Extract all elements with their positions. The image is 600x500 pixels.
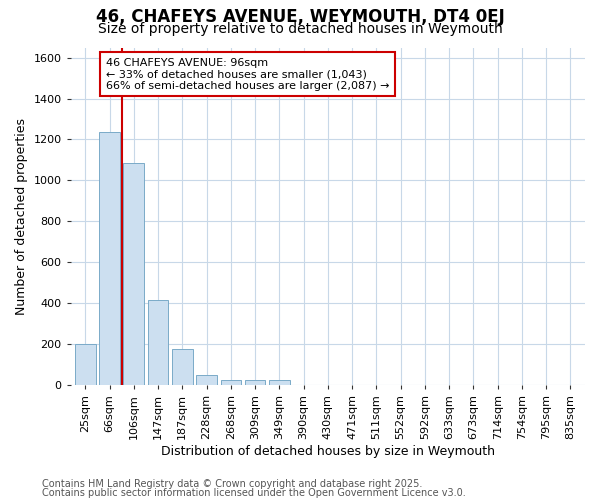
Bar [124,163,144,385]
Text: 46 CHAFEYS AVENUE: 96sqm
← 33% of detached houses are smaller (1,043)
66% of sem: 46 CHAFEYS AVENUE: 96sqm ← 33% of detach… [106,58,389,91]
Bar [269,380,290,385]
Y-axis label: Number of detached properties: Number of detached properties [15,118,28,314]
Text: Contains HM Land Registry data © Crown copyright and database right 2025.: Contains HM Land Registry data © Crown c… [42,479,422,489]
Text: Size of property relative to detached houses in Weymouth: Size of property relative to detached ho… [98,22,502,36]
Bar [245,380,265,385]
Bar [172,349,193,385]
Text: Contains public sector information licensed under the Open Government Licence v3: Contains public sector information licen… [42,488,466,498]
Bar [75,344,95,385]
Bar [196,374,217,385]
Text: 46, CHAFEYS AVENUE, WEYMOUTH, DT4 0EJ: 46, CHAFEYS AVENUE, WEYMOUTH, DT4 0EJ [95,8,505,26]
Bar [148,300,169,385]
Bar [221,380,241,385]
Bar [99,132,120,385]
X-axis label: Distribution of detached houses by size in Weymouth: Distribution of detached houses by size … [161,444,495,458]
